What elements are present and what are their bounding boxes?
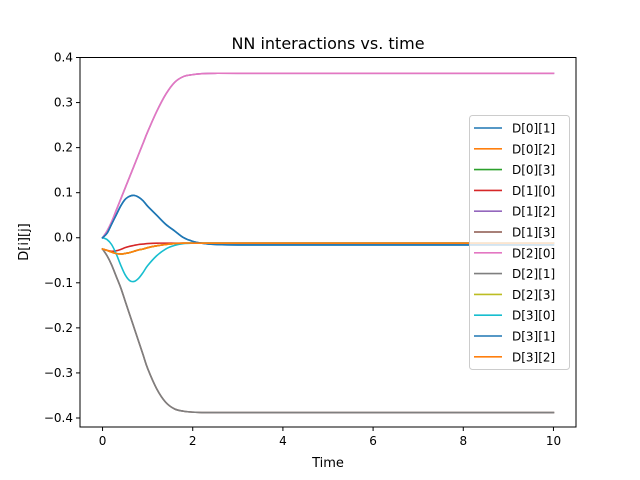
y-axis-label: D[i][j] xyxy=(17,223,32,261)
y-tick-label: −0.2 xyxy=(44,321,73,335)
legend: D[0][1] D[0][2] D[0][3] D[1][0] D[1][2] D[1][… xyxy=(469,115,570,370)
x-axis-ticks: 0 2 4 6 8 10 xyxy=(99,427,561,448)
legend-items: D[0][1] D[0][2] D[0][3] D[1][0] D[1][2] D[1][… xyxy=(474,122,555,364)
legend-entry-label: D[2][3] xyxy=(512,288,555,302)
legend-entry-label: D[3][0] xyxy=(512,309,555,323)
legend-entry-label: D[1][2] xyxy=(512,205,555,219)
legend-entry-label: D[3][2] xyxy=(512,350,555,364)
series-line-11 xyxy=(101,242,555,255)
y-tick-label: −0.4 xyxy=(44,411,73,425)
y-tick-label: −0.1 xyxy=(44,276,73,290)
legend-entry-label: D[1][0] xyxy=(512,184,555,198)
y-tick-label: 0.2 xyxy=(54,141,73,155)
x-tick-label: 2 xyxy=(189,434,197,448)
legend-entry-label: D[0][1] xyxy=(512,122,555,136)
x-tick-label: 8 xyxy=(459,434,467,448)
x-tick-label: 4 xyxy=(279,434,287,448)
y-tick-label: 0.3 xyxy=(54,96,73,110)
y-tick-label: −0.3 xyxy=(44,366,73,380)
plot-area xyxy=(79,57,577,428)
chart-title: NN interactions vs. time xyxy=(231,34,424,53)
series-line-10 xyxy=(101,194,555,246)
legend-box xyxy=(469,115,570,370)
y-axis-ticks: −0.4 −0.3 −0.2 −0.1 0.0 0.1 0.2 0.3 0.4 xyxy=(44,51,80,425)
series-layer xyxy=(101,72,555,414)
legend-entry-label: D[3][1] xyxy=(512,330,555,344)
x-axis-label: Time xyxy=(311,456,344,471)
x-tick-label: 0 xyxy=(99,434,107,448)
series-line-6 xyxy=(101,72,555,239)
legend-entry-label: D[2][0] xyxy=(512,246,555,260)
series-line-7 xyxy=(101,247,555,414)
x-tick-label: 6 xyxy=(369,434,377,448)
y-tick-label: 0.4 xyxy=(54,51,73,65)
legend-entry-label: D[0][2] xyxy=(512,142,555,156)
y-tick-label: 0.0 xyxy=(54,231,73,245)
y-tick-label: 0.1 xyxy=(54,186,73,200)
axes-frame xyxy=(79,57,577,428)
legend-entry-label: D[2][1] xyxy=(512,267,555,281)
legend-entry-label: D[0][3] xyxy=(512,163,555,177)
x-tick-label: 10 xyxy=(546,434,561,448)
legend-entry-label: D[1][3] xyxy=(512,226,555,240)
